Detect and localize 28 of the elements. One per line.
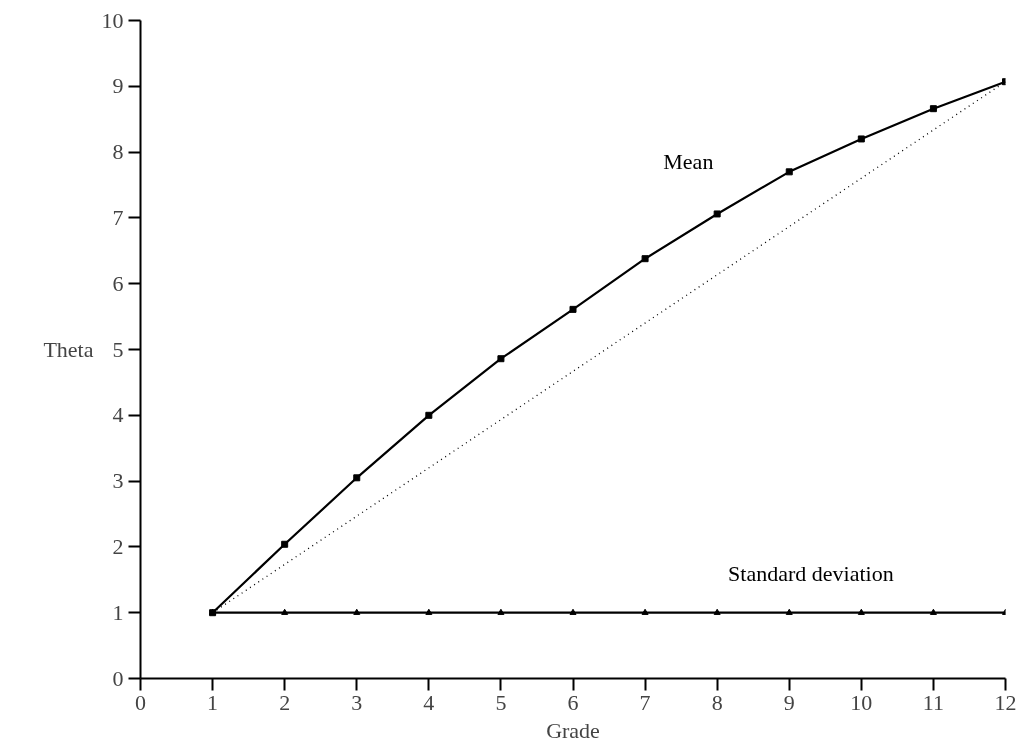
- x-tick-label: 11: [922, 689, 945, 715]
- y-tick-label: 1: [112, 599, 124, 625]
- x-tick-label: 2: [279, 689, 291, 715]
- x-tick-label: 4: [423, 689, 435, 715]
- x-tick-label: 5: [495, 689, 507, 715]
- y-tick-label: 7: [112, 204, 124, 230]
- y-tick-label: 9: [112, 73, 124, 99]
- x-tick-label: 7: [639, 689, 651, 715]
- y-axis-title: Theta: [43, 337, 94, 362]
- y-tick-label: 0: [112, 665, 124, 691]
- y-tick-label: 4: [112, 402, 124, 428]
- x-tick-label: 0: [135, 689, 146, 715]
- x-tick-label: 3: [351, 689, 363, 715]
- x-axis-title: Grade: [546, 717, 600, 743]
- x-tick-label: 1: [207, 689, 219, 715]
- y-tick-label: 5: [112, 336, 124, 362]
- x-tick-label: 9: [783, 689, 795, 715]
- y-tick-label: 8: [112, 139, 124, 165]
- x-tick-label: 8: [711, 689, 723, 715]
- x-tick-label: 10: [850, 689, 873, 715]
- y-tick-label: 10: [101, 7, 124, 33]
- series-label: Standard deviation: [728, 561, 894, 587]
- series-label: Mean: [663, 149, 714, 175]
- y-tick-label: 6: [112, 270, 124, 296]
- y-tick-label: 2: [112, 533, 124, 559]
- x-tick-label: 12: [994, 689, 1017, 715]
- y-tick-label: 3: [112, 468, 124, 494]
- x-tick-label: 6: [567, 689, 579, 715]
